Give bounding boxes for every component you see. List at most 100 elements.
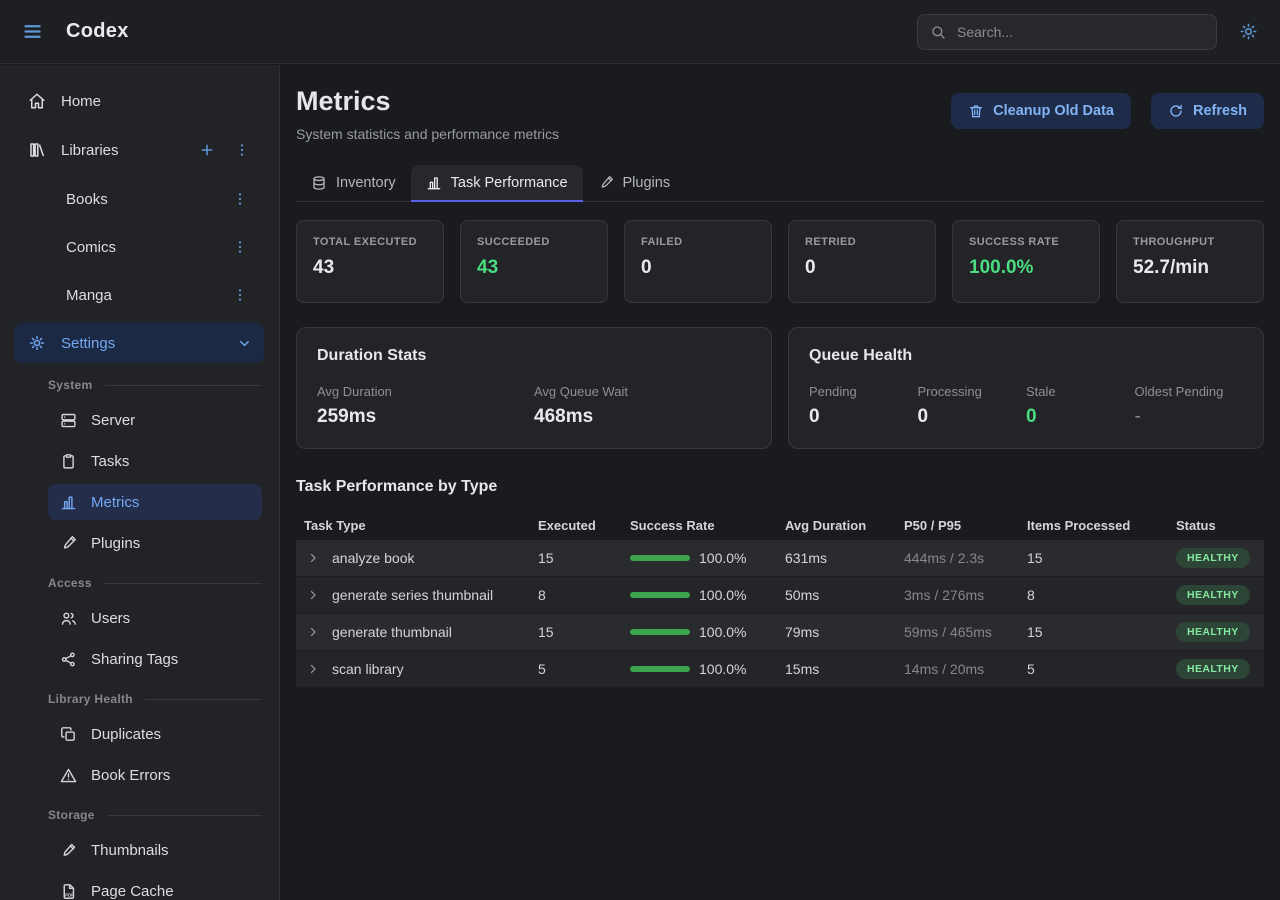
sidebar-item-plugins[interactable]: Plugins [48, 525, 262, 561]
stat-card-succeeded: SUCCEEDED 43 [460, 220, 608, 304]
books-kebab-menu-icon[interactable] [230, 189, 250, 209]
sidebar-section-access: Access [48, 576, 262, 590]
sidebar-item-label: Users [91, 609, 131, 627]
sidebar-item-settings[interactable]: Settings [14, 323, 264, 363]
column-header: P50 / P95 [904, 518, 962, 534]
sidebar-item-label: Metrics [91, 493, 140, 511]
tab-plugins[interactable]: Plugins [583, 165, 686, 202]
cleanup-old-data-button[interactable]: Cleanup Old Data [951, 93, 1131, 129]
stat-card-total-executed: TOTAL EXECUTED 43 [296, 220, 444, 304]
clipboard-icon [60, 453, 77, 470]
success-rate: 100.0% [699, 624, 747, 641]
executed-count: 5 [538, 661, 546, 678]
items-processed: 15 [1027, 550, 1043, 567]
plugin-brush-icon [60, 535, 77, 552]
bar-chart-icon [426, 175, 442, 191]
tab-bar: Inventory Task Performance Plugins [296, 165, 1264, 203]
executed-count: 8 [538, 587, 546, 604]
p50-p95: 14ms / 20ms [904, 661, 985, 678]
table-row[interactable]: generate series thumbnail 8 100.0% 50ms … [296, 577, 1264, 615]
success-rate-bar [630, 592, 690, 599]
tab-inventory[interactable]: Inventory [296, 165, 411, 202]
metric-stale: Stale 0 [1026, 384, 1056, 428]
avg-duration: 79ms [785, 624, 820, 641]
sidebar-item-manga[interactable]: Manga [14, 275, 264, 315]
chevron-right-icon[interactable] [307, 663, 319, 675]
status-badge: HEALTHY [1176, 622, 1250, 643]
p50-p95: 3ms / 276ms [904, 587, 985, 604]
column-header: Status [1176, 518, 1216, 534]
paintbrush-icon [60, 842, 77, 859]
executed-count: 15 [538, 550, 554, 567]
table-row[interactable]: generate thumbnail 15 100.0% 79ms 59ms /… [296, 614, 1264, 652]
sidebar-item-book-errors[interactable]: Book Errors [48, 757, 262, 793]
column-header: Task Type [304, 518, 366, 534]
svg-text:PDF: PDF [65, 892, 74, 897]
sidebar-item-label: Plugins [91, 534, 141, 552]
server-icon [60, 412, 77, 429]
table-section-title: Task Performance by Type [296, 478, 498, 496]
success-rate-bar [630, 555, 690, 562]
table-row[interactable]: scan library 5 100.0% 15ms 14ms / 20ms 5… [296, 651, 1264, 689]
comics-kebab-menu-icon[interactable] [230, 237, 250, 257]
search-icon [930, 24, 946, 40]
menu-icon[interactable] [22, 21, 43, 42]
libraries-kebab-menu-icon[interactable] [232, 140, 252, 160]
stat-value: 43 [313, 257, 335, 279]
library-icon [28, 141, 46, 159]
sidebar-item-tasks[interactable]: Tasks [48, 443, 262, 479]
status-badge: HEALTHY [1176, 659, 1250, 680]
stat-value: 52.7/min [1133, 257, 1210, 279]
sidebar-item-duplicates[interactable]: Duplicates [48, 716, 262, 752]
items-processed: 8 [1027, 587, 1035, 604]
sidebar-item-books[interactable]: Books [14, 179, 264, 219]
search-input[interactable] [955, 22, 1204, 41]
metric-processing: Processing 0 [917, 384, 982, 428]
chevron-down-icon [237, 336, 252, 351]
trash-icon [968, 103, 984, 119]
column-header: Success Rate [630, 518, 715, 534]
tab-task-performance[interactable]: Task Performance [410, 165, 583, 203]
sidebar-item-label: Libraries [61, 141, 119, 159]
task-type: generate thumbnail [332, 624, 452, 641]
sidebar-item-comics[interactable]: Comics [14, 227, 264, 267]
database-icon [311, 175, 327, 191]
sidebar-item-users[interactable]: Users [48, 600, 262, 636]
sidebar-item-thumbnails[interactable]: Thumbnails [48, 832, 262, 868]
sidebar-item-label: Manga [66, 286, 112, 304]
sidebar-item-metrics[interactable]: Metrics [48, 484, 262, 520]
sidebar-item-libraries[interactable]: Libraries [14, 130, 264, 170]
page-title: Metrics [296, 86, 391, 116]
card-title: Queue Health [809, 347, 913, 365]
task-type: scan library [332, 661, 404, 678]
avg-duration: 50ms [785, 587, 820, 604]
refresh-button[interactable]: Refresh [1151, 93, 1264, 129]
executed-count: 15 [538, 624, 554, 641]
table-row[interactable]: analyze book 15 100.0% 631ms 444ms / 2.3… [296, 540, 1264, 578]
stat-card-success-rate: SUCCESS RATE 100.0% [952, 220, 1100, 304]
sidebar-item-label: Server [91, 411, 136, 429]
stat-value: 43 [477, 257, 499, 279]
stat-card-throughput: THROUGHPUT 52.7/min [1116, 220, 1264, 304]
chevron-right-icon[interactable] [307, 626, 319, 638]
theme-toggle-sun-icon[interactable] [1239, 22, 1258, 41]
stats-row: TOTAL EXECUTED 43 SUCCEEDED 43 FAILED 0 … [296, 220, 1264, 304]
users-icon [60, 610, 77, 627]
sidebar-item-page-cache[interactable]: PDF Page Cache [48, 873, 262, 900]
search-box [917, 13, 1217, 50]
chevron-right-icon[interactable] [307, 589, 319, 601]
success-rate-bar [630, 629, 690, 636]
sidebar-item-sharing-tags[interactable]: Sharing Tags [48, 641, 262, 677]
success-rate: 100.0% [699, 550, 747, 567]
sidebar-item-label: Settings [61, 334, 116, 352]
chevron-right-icon[interactable] [307, 552, 319, 564]
success-rate: 100.0% [699, 587, 747, 604]
column-header: Items Processed [1027, 518, 1131, 534]
add-library-button[interactable] [197, 140, 217, 160]
sidebar-item-label: Sharing Tags [91, 650, 179, 668]
sidebar-item-server[interactable]: Server [48, 402, 262, 438]
metric-avg-duration: Avg Duration 259ms [317, 384, 392, 428]
sidebar: Home Libraries Books Comics Manga [0, 65, 280, 900]
sidebar-item-home[interactable]: Home [14, 81, 264, 121]
manga-kebab-menu-icon[interactable] [230, 285, 250, 305]
